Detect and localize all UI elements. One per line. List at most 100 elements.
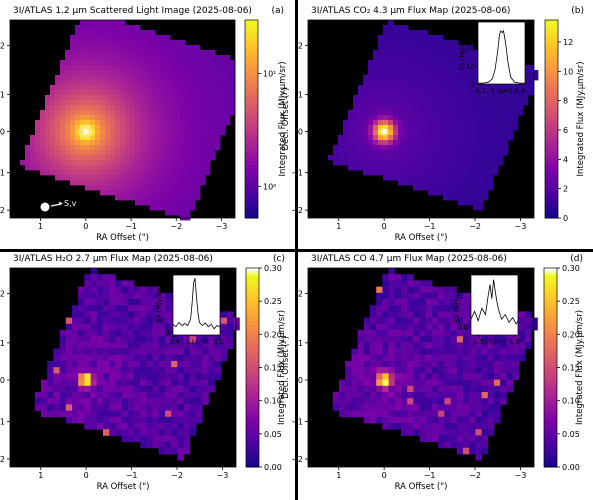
- map-pixel: [110, 85, 116, 91]
- map-pixel: [121, 354, 129, 362]
- map-pixel: [109, 410, 116, 418]
- map-pixel: [407, 385, 414, 393]
- map-pixel: [120, 50, 126, 56]
- map-pixel: [60, 100, 66, 106]
- map-pixel: [134, 354, 141, 362]
- map-pixel: [215, 140, 221, 146]
- map-pixel: [90, 50, 96, 56]
- map-pixel: [130, 95, 136, 101]
- map-pixel: [398, 125, 404, 131]
- map-pixel: [115, 367, 122, 374]
- map-pixel: [85, 50, 91, 56]
- map-pixel: [338, 145, 344, 151]
- map-pixel: [130, 120, 136, 126]
- map-pixel: [363, 165, 369, 171]
- map-pixel: [170, 140, 176, 146]
- map-pixel: [90, 292, 98, 300]
- map-pixel: [433, 155, 439, 161]
- map-pixel: [177, 373, 184, 380]
- map-pixel: [376, 286, 383, 294]
- map-pixel: [493, 130, 499, 136]
- map-pixel: [160, 180, 166, 186]
- map-pixel: [25, 150, 31, 156]
- map-pixel: [393, 135, 399, 141]
- map-pixel: [425, 373, 433, 380]
- map-pixel: [50, 120, 56, 126]
- map-pixel: [60, 140, 66, 146]
- map-pixel: [75, 110, 81, 116]
- map-pixel: [170, 150, 176, 156]
- map-pixel: [47, 373, 54, 380]
- colorbar-tick-label: 0.00: [264, 463, 282, 472]
- map-pixel: [120, 175, 126, 181]
- colorbar-swatch: [246, 350, 259, 355]
- map-pixel: [175, 170, 181, 176]
- map-pixel: [383, 165, 389, 171]
- map-pixel: [398, 90, 404, 96]
- colorbar-swatch: [544, 390, 557, 395]
- map-pixel: [503, 110, 509, 116]
- map-pixel: [183, 447, 191, 455]
- map-pixel: [506, 336, 513, 343]
- colorbar-swatch: [544, 453, 557, 458]
- map-pixel: [378, 145, 384, 151]
- map-pixel: [84, 416, 91, 424]
- map-pixel: [78, 305, 85, 312]
- map-pixel: [463, 398, 470, 405]
- map-pixel: [140, 105, 146, 111]
- map-pixel: [469, 354, 476, 362]
- map-pixel: [419, 367, 427, 374]
- map-pixel: [72, 398, 79, 405]
- map-pixel: [100, 190, 106, 196]
- map-pixel: [401, 373, 408, 380]
- map-pixel: [478, 200, 484, 206]
- map-pixel: [478, 125, 484, 131]
- map-pixel: [382, 286, 389, 294]
- colorbar-swatch: [545, 119, 558, 123]
- map-pixel: [413, 292, 420, 300]
- map-pixel: [146, 398, 153, 405]
- map-pixel: [205, 170, 211, 176]
- map-pixel: [125, 85, 131, 91]
- map-pixel: [125, 115, 131, 121]
- map-pixel: [438, 361, 445, 368]
- map-pixel: [533, 70, 539, 76]
- map-pixel: [506, 348, 513, 356]
- colorbar-swatch: [246, 291, 259, 295]
- map-pixel: [382, 317, 389, 325]
- map-pixel: [190, 75, 196, 81]
- map-pixel: [393, 45, 399, 51]
- map-pixel: [85, 95, 91, 101]
- map-pixel: [215, 95, 221, 101]
- map-pixel: [35, 160, 41, 166]
- map-pixel: [382, 323, 389, 331]
- map-pixel: [358, 90, 364, 96]
- map-pixel: [413, 140, 419, 146]
- map-pixel: [90, 30, 96, 36]
- map-pixel: [75, 145, 81, 151]
- map-pixel: [453, 105, 459, 111]
- map-pixel: [35, 140, 41, 146]
- colorbar-swatch: [544, 423, 557, 428]
- map-pixel: [55, 130, 61, 136]
- map-pixel: [165, 410, 172, 418]
- map-pixel: [408, 30, 414, 36]
- map-pixel: [35, 155, 41, 161]
- map-pixel: [463, 429, 470, 436]
- map-pixel: [488, 90, 494, 96]
- map-pixel: [65, 379, 73, 387]
- map-pixel: [150, 110, 156, 116]
- map-pixel: [47, 385, 54, 393]
- map-pixel: [202, 348, 209, 356]
- map-pixel: [170, 195, 176, 201]
- map-pixel: [450, 354, 458, 362]
- map-pixel: [105, 35, 111, 41]
- map-pixel: [498, 90, 504, 96]
- map-pixel: [475, 404, 482, 411]
- map-pixel: [358, 135, 364, 141]
- map-pixel: [328, 155, 334, 161]
- map-pixel: [444, 385, 451, 393]
- map-pixel: [438, 330, 445, 337]
- map-pixel: [475, 423, 482, 430]
- map-pixel: [488, 85, 494, 91]
